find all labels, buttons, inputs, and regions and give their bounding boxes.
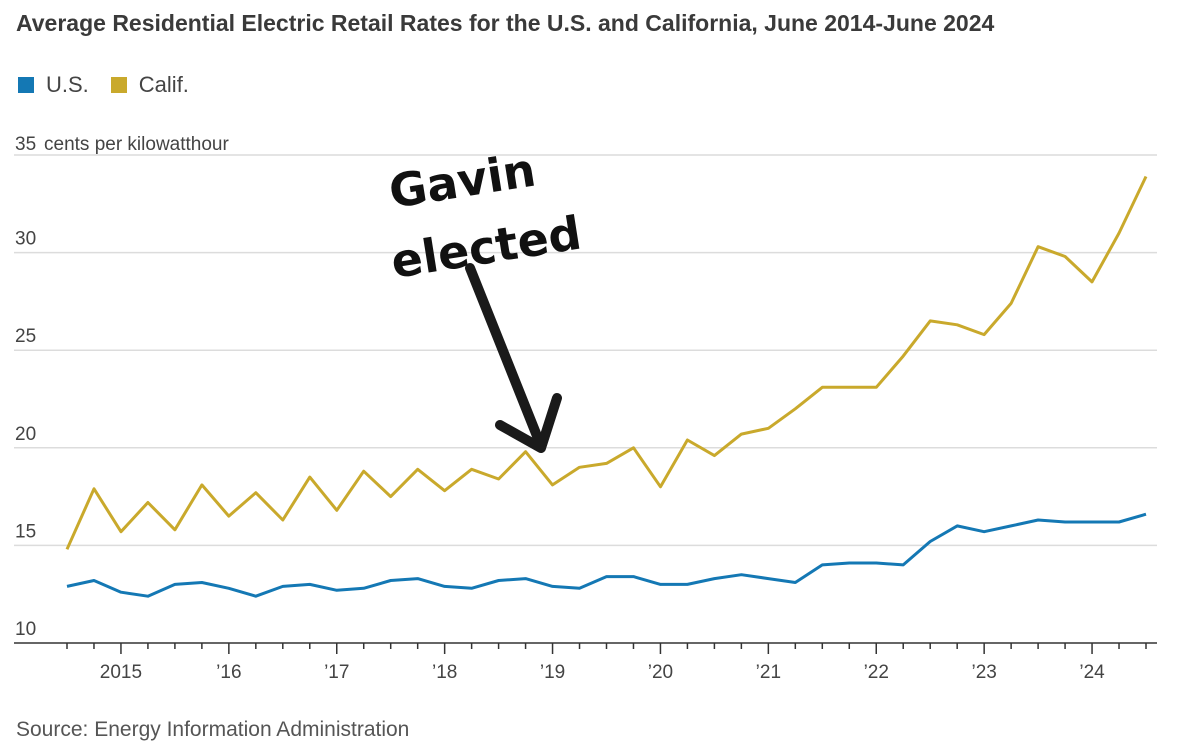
- legend-label-calif: Calif.: [138, 72, 189, 97]
- legend-item-calif: Calif.: [110, 72, 189, 98]
- x-tick-label: ’20: [648, 662, 673, 683]
- x-tick-label: ’21: [756, 662, 781, 683]
- y-tick-label: 20: [15, 424, 36, 445]
- annotation-arrow-shaft: [465, 263, 546, 451]
- series-line-us: [66, 512, 1147, 598]
- x-tick-label: ’22: [864, 662, 889, 683]
- series-lines: [65, 175, 1148, 598]
- series-line-calif: [65, 175, 1148, 550]
- y-axis-ticks: 35 cents per kilowatthour 30 25 20 15 10: [15, 134, 229, 640]
- annotation-text-line1: Gavin: [385, 142, 539, 218]
- x-tick-label: ’17: [324, 662, 349, 683]
- x-tick-label: ’18: [432, 662, 457, 683]
- x-tick-label: ’19: [540, 662, 565, 683]
- x-axis: 2015 ’16 ’17 ’18 ’19 ’20 ’21 ’22 ’23 ’24: [14, 642, 1157, 683]
- annotation-text-line2: elected: [387, 206, 585, 289]
- y-tick-label: 15: [15, 521, 36, 542]
- y-tick-label: 10: [15, 619, 36, 640]
- source-note: Source: Energy Information Administratio…: [16, 718, 410, 741]
- y-tick-label: 35: [15, 134, 36, 155]
- x-tick-label: ’24: [1079, 662, 1105, 683]
- chart-title: Average Residential Electric Retail Rate…: [16, 10, 995, 36]
- gridlines: [14, 154, 1157, 547]
- y-tick-label: 25: [15, 326, 36, 347]
- annotation-arrow-head: [495, 393, 562, 453]
- x-tick-label: ’16: [216, 662, 241, 683]
- legend-swatch-calif: [110, 77, 127, 93]
- legend-label-us: U.S.: [46, 72, 89, 97]
- y-axis-unit-label: cents per kilowatthour: [44, 134, 229, 155]
- x-tick-label: ’23: [971, 662, 996, 683]
- y-tick-label: 30: [15, 229, 36, 250]
- legend: U.S. Calif.: [18, 72, 211, 98]
- legend-swatch-us: [18, 77, 34, 93]
- x-tick-label: 2015: [100, 662, 142, 683]
- legend-item-us: U.S.: [18, 72, 89, 98]
